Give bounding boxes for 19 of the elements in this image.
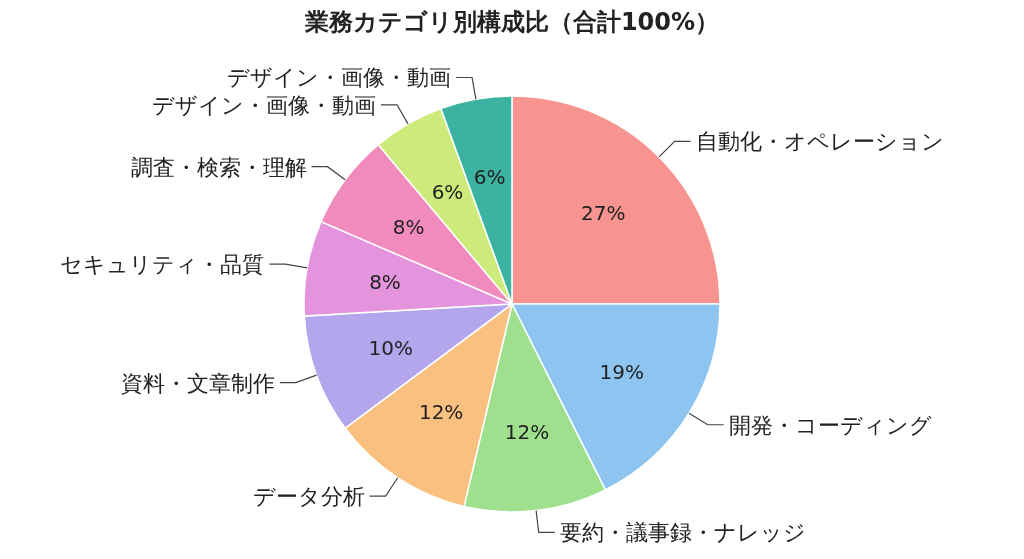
data-label: 6% xyxy=(473,165,506,189)
data-label: 19% xyxy=(599,359,644,384)
data-label: 8% xyxy=(392,214,425,239)
chart-title: 業務カテゴリ別構成比（合計100%） xyxy=(303,8,720,36)
slice-label: 調査・検索・理解 xyxy=(130,154,307,180)
slice-label: データ分析 xyxy=(252,484,365,510)
slice-label: セキュリティ・品質 xyxy=(60,252,265,278)
data-label: 12% xyxy=(504,420,550,445)
data-label: 10% xyxy=(368,336,414,361)
slice-label: 自動化・オペレーション xyxy=(695,129,944,155)
slice-label: 開発・コーディング xyxy=(728,412,932,438)
slice-label: デザイン・画像・動画 xyxy=(152,92,376,118)
data-label: 8% xyxy=(369,269,401,294)
data-label: 6% xyxy=(431,180,464,205)
data-label: 12% xyxy=(418,399,464,424)
slice-label: 要約・議事録・ナレッジ xyxy=(559,520,806,546)
data-label: 27% xyxy=(580,200,626,225)
slice-label: 資料・文章制作 xyxy=(120,370,275,396)
slice-label: デザイン・画像・動画 xyxy=(227,65,452,91)
